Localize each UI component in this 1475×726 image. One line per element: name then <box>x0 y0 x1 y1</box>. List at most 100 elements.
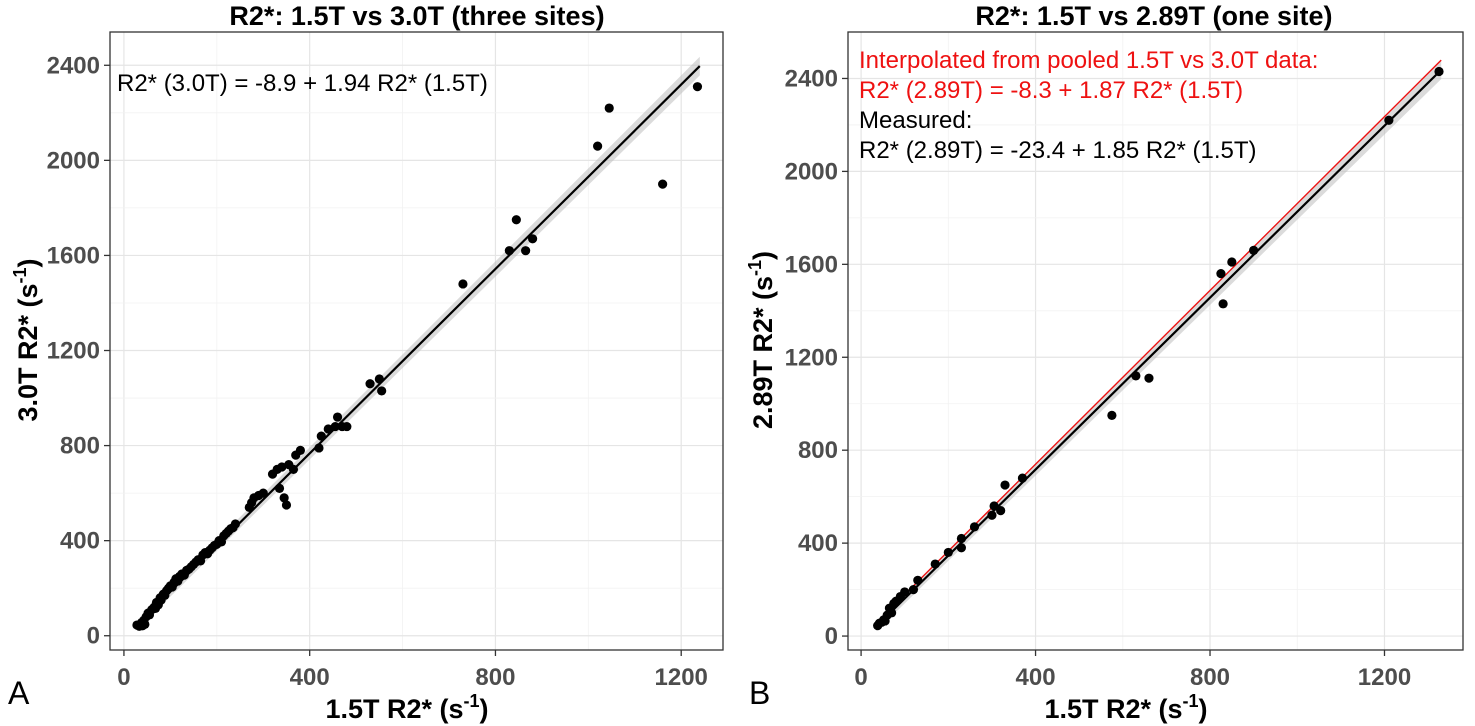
data-point <box>281 500 292 510</box>
y-tick-label: 400 <box>798 530 838 557</box>
y-tick-label: 800 <box>798 437 838 464</box>
data-point <box>458 279 468 289</box>
panel-a-title: R2*: 1.5T vs 3.0T (three sites) <box>229 1 604 31</box>
x-tick-label: 0 <box>854 664 867 691</box>
panel-a-y-axis-label: 3.0T R2* (s-1) <box>10 258 43 421</box>
data-point <box>969 522 980 532</box>
data-point <box>956 543 967 553</box>
data-point <box>987 510 997 520</box>
equation-annotation: R2* (2.89T) = -8.3 + 1.87 R2* (1.5T) <box>859 77 1243 104</box>
y-tick-label: 2000 <box>785 158 838 185</box>
data-point <box>1144 373 1154 383</box>
data-point <box>604 103 614 113</box>
data-point <box>593 141 603 151</box>
panel-b-x-ticks: 0 400 800 1200 <box>854 650 1411 691</box>
panel-a: 0 400 800 1200 0 400 800 1200 1600 2000 2400 R2* … <box>8 1 724 724</box>
data-point <box>887 608 897 618</box>
data-point <box>258 488 268 498</box>
data-point <box>1000 480 1010 490</box>
panel-a-x-axis-label: 1.5T R2* (s-1) <box>325 691 488 724</box>
panel-b-y-axis-label: 2.89T R2* (s-1) <box>745 251 778 429</box>
y-tick-label: 1600 <box>47 242 100 269</box>
data-point <box>913 575 923 585</box>
y-tick-label: 400 <box>60 528 100 555</box>
data-point <box>956 533 967 544</box>
panel-b-grid <box>848 32 1463 650</box>
y-tick-label: 0 <box>87 623 100 650</box>
data-point <box>527 234 538 244</box>
x-tick-label: 400 <box>1016 664 1056 691</box>
data-point <box>295 445 306 455</box>
y-tick-label: 1200 <box>785 344 838 371</box>
y-tick-label: 1200 <box>47 338 100 365</box>
fit-line <box>875 69 1442 628</box>
x-tick-label: 1200 <box>1358 664 1411 691</box>
data-point <box>288 464 299 474</box>
data-point <box>316 431 326 441</box>
panel-b-y-ticks: 0 400 800 1200 1600 2000 2400 <box>785 65 848 650</box>
y-tick-label: 2000 <box>47 147 100 174</box>
x-tick-label: 1200 <box>655 664 708 691</box>
data-point <box>658 179 668 189</box>
panel-a-points <box>132 82 703 631</box>
panel-b-title: R2*: 1.5T vs 2.89T (one site) <box>975 1 1332 31</box>
x-tick-label: 800 <box>1190 664 1230 691</box>
data-point <box>1017 473 1028 483</box>
data-point <box>1218 299 1228 309</box>
data-point <box>332 412 343 422</box>
x-tick-label: 0 <box>117 664 130 691</box>
y-tick-label: 2400 <box>47 52 100 79</box>
data-point <box>504 246 514 256</box>
data-point <box>279 493 289 503</box>
y-tick-label: 0 <box>825 623 838 650</box>
data-point <box>521 246 531 256</box>
y-tick-label: 800 <box>60 433 100 460</box>
data-point <box>377 386 387 396</box>
equation-annotation: R2* (3.0T) = -8.9 + 1.94 R2* (1.5T) <box>117 70 488 97</box>
data-point <box>1216 269 1226 279</box>
data-point <box>365 379 375 389</box>
data-point <box>374 374 384 384</box>
data-point <box>1434 66 1444 77</box>
data-point <box>342 421 352 432</box>
panel-a-frame <box>109 31 724 651</box>
data-point <box>323 424 333 434</box>
data-point <box>314 443 324 453</box>
panel-a-x-ticks: 0 400 800 1200 <box>117 650 708 691</box>
data-point <box>989 501 999 511</box>
panel-a-y-ticks: 0 400 800 1200 1600 2000 2400 <box>47 52 110 650</box>
data-point <box>274 483 285 493</box>
data-point <box>230 519 240 529</box>
data-point <box>1131 371 1141 381</box>
panel-b-label: B <box>749 675 770 711</box>
data-point <box>330 421 340 432</box>
y-tick-label: 1600 <box>785 251 838 278</box>
panel-b-x-axis-label: 1.5T R2* (s-1) <box>1044 691 1207 724</box>
data-point <box>1227 257 1237 267</box>
equation-annotation: R2* (2.89T) = -23.4 + 1.85 R2* (1.5T) <box>859 137 1257 164</box>
data-point <box>943 547 953 558</box>
panel-a-annotations: R2* (3.0T) = -8.9 + 1.94 R2* (1.5T) <box>117 70 488 97</box>
equation-annotation: Measured: <box>859 107 972 134</box>
data-point <box>140 619 150 629</box>
data-point <box>277 462 287 472</box>
data-point <box>511 215 521 225</box>
panel-b-annotations: Interpolated from pooled 1.5T vs 3.0T da… <box>859 47 1318 164</box>
data-point <box>1249 245 1259 255</box>
data-point <box>996 506 1006 516</box>
data-point <box>1384 115 1394 125</box>
data-point <box>692 82 703 92</box>
y-tick-label: 2400 <box>785 65 838 92</box>
panel-b-points <box>873 66 1444 631</box>
x-tick-label: 400 <box>290 664 330 691</box>
data-point <box>1107 410 1117 420</box>
data-point <box>900 587 910 597</box>
x-tick-label: 800 <box>475 664 515 691</box>
data-point <box>908 584 919 595</box>
data-point <box>930 559 940 569</box>
panel-a-label: A <box>8 675 30 711</box>
equation-annotation: Interpolated from pooled 1.5T vs 3.0T da… <box>859 47 1318 74</box>
panel-b: 0 400 800 1200 0 400 800 1200 1600 2000 2400 Inte… <box>745 1 1464 724</box>
panel-b-frame <box>847 31 1464 651</box>
